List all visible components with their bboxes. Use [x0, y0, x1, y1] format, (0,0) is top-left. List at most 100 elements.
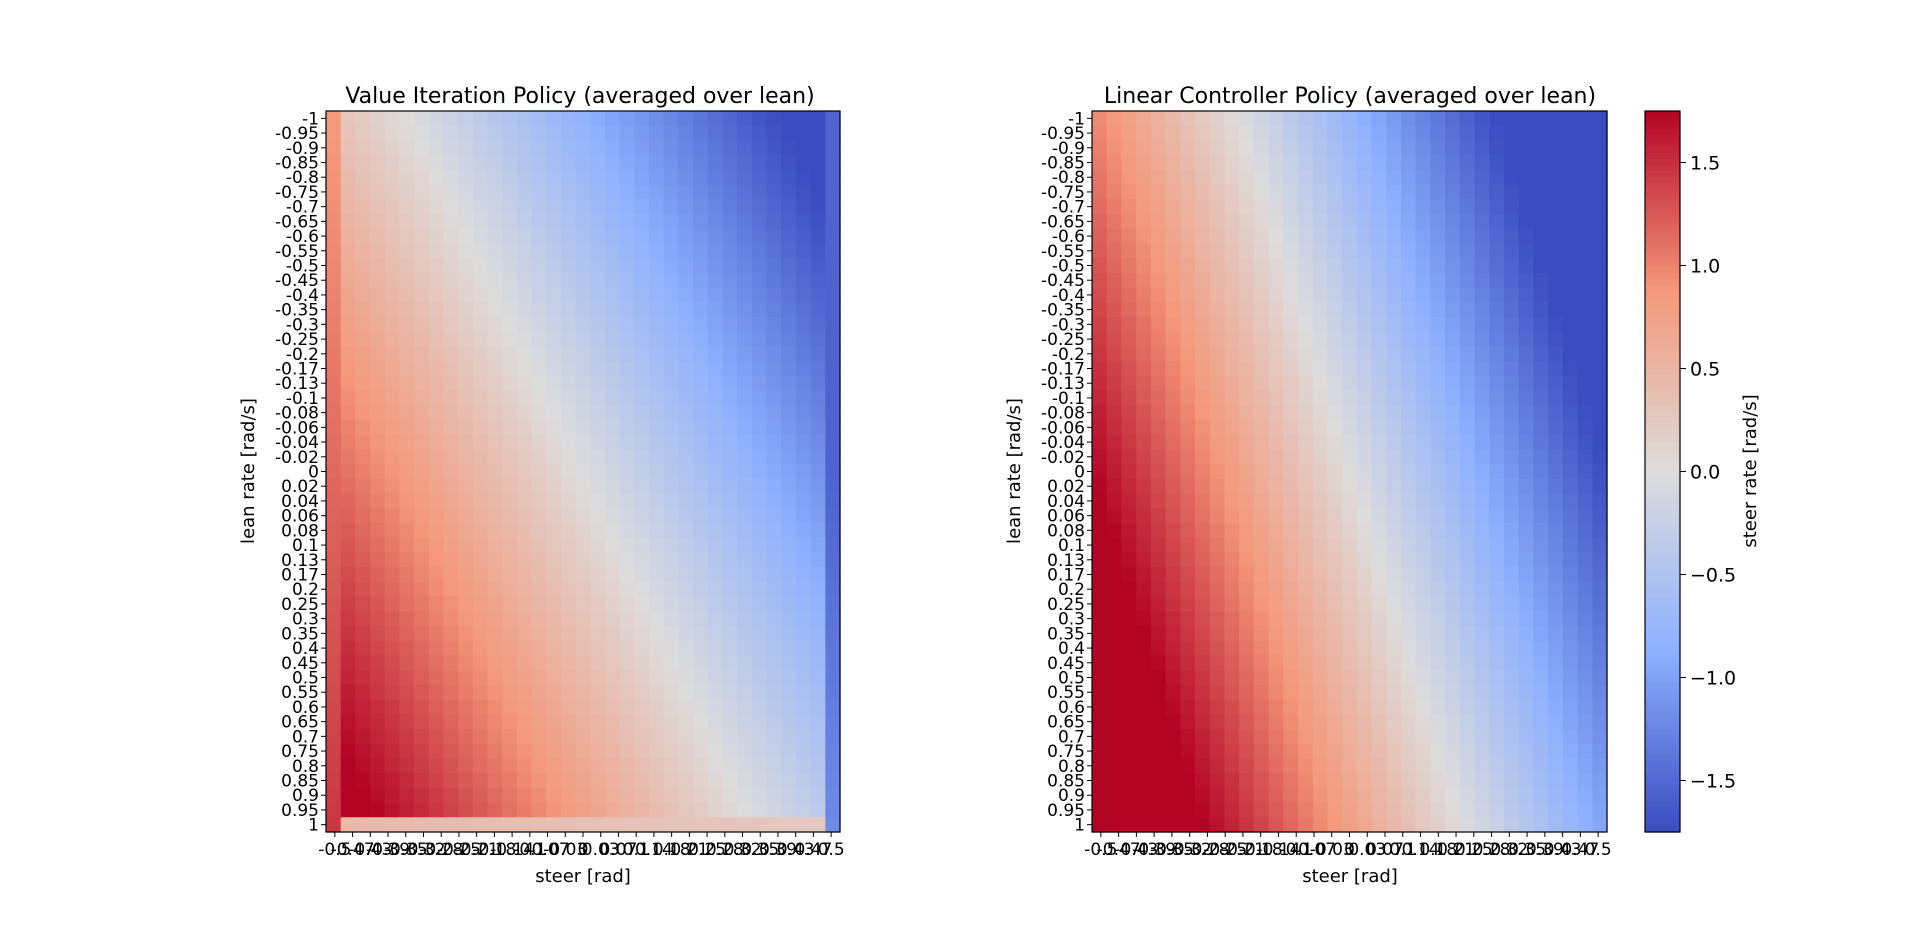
heatmap-cell: [619, 287, 635, 303]
heatmap-cell: [472, 699, 489, 715]
heatmap-cell: [678, 287, 694, 303]
heatmap-cell: [428, 184, 445, 200]
heatmap-cell: [1518, 464, 1535, 480]
heatmap-cell: [1106, 405, 1123, 421]
heatmap-cell: [531, 258, 547, 274]
colorbar-strip: [1645, 543, 1680, 551]
heatmap-cell: [1253, 714, 1270, 730]
heatmap-cell: [1371, 302, 1387, 318]
colorbar-strip: [1645, 213, 1680, 220]
heatmap-cell: [472, 787, 489, 804]
heatmap-cell: [502, 199, 518, 215]
heatmap-cell: [1533, 493, 1549, 509]
heatmap-cell: [1562, 449, 1579, 465]
colorbar-strip: [1645, 513, 1680, 521]
heatmap-cell: [1401, 655, 1417, 671]
heatmap-cell: [531, 743, 547, 760]
heatmap-cell: [1356, 258, 1373, 274]
heatmap-cell: [737, 302, 753, 318]
heatmap-cell: [1415, 787, 1432, 804]
heatmap-cell: [1342, 758, 1358, 774]
heatmap-cell: [1386, 449, 1402, 465]
heatmap-cell: [1209, 581, 1226, 598]
heatmap-cell: [1106, 493, 1123, 509]
heatmap-cell: [326, 287, 342, 303]
heatmap-cell: [1474, 684, 1490, 701]
heatmap-cell: [1121, 199, 1137, 215]
heatmap-cell: [810, 184, 826, 200]
heatmap-cell: [1209, 611, 1226, 627]
heatmap-cell: [693, 508, 709, 524]
heatmap-cell: [428, 581, 445, 598]
heatmap-cell: [737, 596, 753, 612]
heatmap-cell: [575, 581, 591, 598]
heatmap-cell: [326, 596, 342, 612]
heatmap-cell: [795, 478, 812, 495]
heatmap-cell: [355, 581, 371, 598]
heatmap-cell: [1415, 287, 1432, 303]
heatmap-cell: [384, 272, 401, 289]
heatmap-cell: [1283, 655, 1299, 671]
heatmap-cell: [458, 434, 474, 451]
heatmap-cell: [370, 390, 386, 406]
heatmap-cell: [1548, 140, 1564, 156]
heatmap-cell: [1548, 405, 1564, 421]
heatmap-cell: [693, 684, 709, 701]
heatmap-cell: [1386, 714, 1402, 730]
heatmap-cell: [1298, 773, 1314, 789]
heatmap-cell: [1239, 449, 1255, 465]
heatmap-cell: [1268, 523, 1284, 539]
heatmap-cell: [1224, 743, 1240, 760]
heatmap-cell: [531, 287, 547, 303]
heatmap-cell: [1239, 743, 1255, 760]
x-tick-label: 0.03: [582, 840, 620, 860]
heatmap-cell: [1533, 523, 1549, 539]
x-tick-label: 0.28: [1473, 840, 1511, 860]
heatmap-cell: [1268, 214, 1284, 230]
colorbar-strip: [1645, 255, 1680, 262]
heatmap-cell: [1474, 655, 1490, 671]
heatmap-cell: [649, 611, 665, 627]
heatmap-cell: [516, 361, 533, 377]
heatmap-cell: [737, 817, 753, 833]
heatmap-cell: [678, 611, 694, 627]
heatmap-cell: [781, 331, 797, 348]
heatmap-cell: [399, 699, 415, 715]
heatmap-cell: [384, 699, 401, 715]
heatmap-cell: [737, 405, 753, 421]
heatmap-cell: [414, 493, 430, 509]
heatmap-cell: [1415, 375, 1432, 392]
heatmap-cell: [1268, 434, 1284, 451]
heatmap-cell: [326, 169, 342, 186]
heatmap-cell: [516, 375, 533, 392]
heatmap-cell: [1239, 464, 1255, 480]
heatmap-cell: [1224, 758, 1240, 774]
heatmap-cell: [326, 155, 342, 171]
heatmap-cell: [414, 184, 430, 200]
heatmap-cell: [649, 375, 665, 392]
heatmap-cell: [575, 140, 591, 156]
heatmap-cell: [1356, 758, 1373, 774]
heatmap-cell: [1253, 773, 1270, 789]
heatmap-cell: [516, 258, 533, 274]
heatmap-cell: [810, 449, 826, 465]
heatmap-cell: [1386, 552, 1402, 568]
heatmap-cell: [1106, 214, 1123, 230]
heatmap-cell: [1224, 567, 1240, 583]
heatmap-cell: [1195, 714, 1211, 730]
heatmap-cell: [399, 287, 415, 303]
heatmap-cell: [1312, 125, 1329, 142]
heatmap-cell: [1356, 449, 1373, 465]
heatmap-cell: [1445, 670, 1461, 686]
heatmap-cell: [825, 626, 841, 642]
heatmap-cell: [1106, 581, 1123, 598]
heatmap-cell: [1401, 773, 1417, 789]
heatmap-cell: [1224, 346, 1240, 362]
heatmap-cell: [502, 258, 518, 274]
heatmap-cell: [810, 581, 826, 598]
colorbar-strip: [1645, 225, 1680, 232]
heatmap-cell: [1342, 611, 1358, 627]
heatmap-cell: [1106, 729, 1123, 745]
heatmap-cell: [1533, 655, 1549, 671]
